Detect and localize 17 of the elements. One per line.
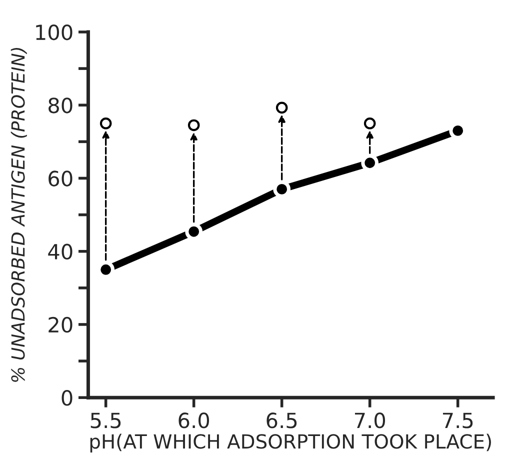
x-tick-label: 5.5 [90, 412, 121, 428]
point [364, 117, 376, 130]
y-tick-label: 60 [48, 170, 72, 186]
point [188, 119, 200, 132]
y-tick-label: 0 [62, 390, 72, 406]
y-tick-label: 80 [48, 98, 72, 114]
y-tick-label: 40 [48, 244, 72, 260]
x-tick-label: 6.5 [266, 412, 297, 428]
x-tick-label: 7.0 [354, 412, 386, 428]
x-tick-label: 6.0 [178, 412, 210, 428]
point [276, 102, 288, 114]
y-tick-label: 20 [48, 316, 72, 333]
x-tick-label: 7.5 [442, 412, 473, 428]
x-axis-title: pH(AT WHICH ADSORPTION TOOK PLACE) [90, 434, 491, 453]
point [100, 117, 112, 130]
y-axis-title: % UNADSORBED ANTIGEN (PROTEIN) [10, 48, 27, 382]
y-tick-label: 100 [36, 24, 72, 40]
